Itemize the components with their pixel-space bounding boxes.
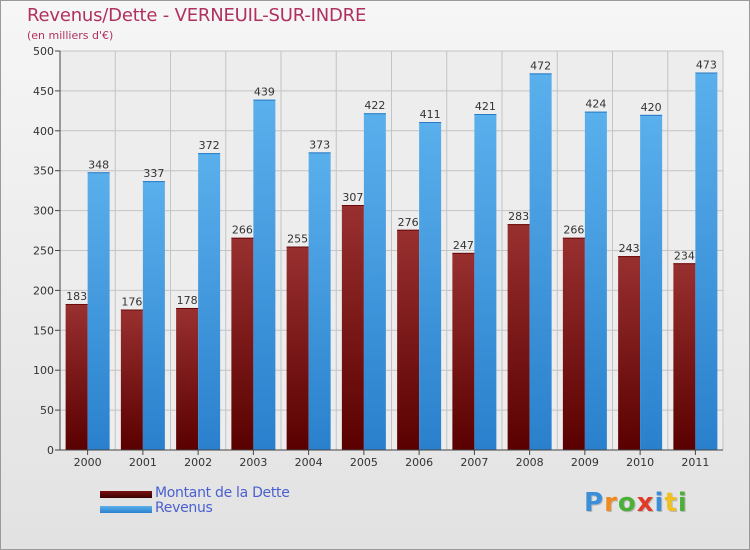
legend-swatch-revenus xyxy=(100,506,152,513)
logo-letter: i xyxy=(677,488,688,518)
logo-letter: r xyxy=(604,488,618,518)
y-tick-label: 350 xyxy=(33,165,54,178)
bar-debt xyxy=(397,229,420,450)
chart-title: Revenus/Dette - VERNEUIL-SUR-INDRE xyxy=(27,5,367,26)
data-label: 283 xyxy=(508,210,529,223)
y-tick-label: 150 xyxy=(33,324,54,337)
data-label: 247 xyxy=(453,239,474,252)
chart-subtitle: (en milliers d'€) xyxy=(27,29,114,42)
x-tick-label: 2001 xyxy=(129,456,157,469)
y-tick-label: 400 xyxy=(33,125,54,138)
x-tick-label: 2003 xyxy=(239,456,267,469)
data-label: 337 xyxy=(143,167,164,180)
data-label: 178 xyxy=(177,294,198,307)
logo-letter: o xyxy=(617,488,637,518)
bar-debt xyxy=(562,237,585,450)
x-tick-label: 2005 xyxy=(350,456,378,469)
data-label: 234 xyxy=(674,249,695,262)
logo-letter: P xyxy=(584,488,605,518)
data-label: 243 xyxy=(619,242,640,255)
legend-label-revenus: Revenus xyxy=(155,500,213,516)
y-tick-label: 50 xyxy=(40,404,54,417)
data-label: 424 xyxy=(585,98,606,111)
y-tick-label: 250 xyxy=(33,245,54,258)
x-tick-label: 2002 xyxy=(184,456,212,469)
x-tick-label: 2000 xyxy=(74,456,102,469)
x-tick-label: 2011 xyxy=(681,456,709,469)
x-tick-label: 2006 xyxy=(405,456,433,469)
bar-revenus xyxy=(529,73,552,451)
data-label: 439 xyxy=(254,86,275,99)
logo-letter: t xyxy=(664,488,678,518)
data-label: 183 xyxy=(66,290,87,303)
bar-revenus xyxy=(253,99,276,450)
y-tick-label: 0 xyxy=(47,444,54,457)
data-label: 348 xyxy=(88,158,109,171)
bar-debt xyxy=(286,246,309,450)
bar-revenus xyxy=(474,114,497,451)
y-tick-label: 300 xyxy=(33,205,54,218)
bar-revenus xyxy=(695,72,718,451)
y-tick-label: 100 xyxy=(33,364,54,377)
x-tick-label: 2008 xyxy=(516,456,544,469)
bar-revenus xyxy=(584,111,607,450)
data-label: 372 xyxy=(199,139,220,152)
data-label: 421 xyxy=(475,100,496,113)
grid xyxy=(59,50,724,451)
bar-revenus xyxy=(640,114,663,450)
y-tick-label: 450 xyxy=(33,85,54,98)
y-tick-label: 200 xyxy=(33,284,54,297)
axes: 0 50 100 150 200 250 300 350 400 450 500 2000 2001 20… xyxy=(33,45,723,469)
bar-debt xyxy=(507,224,530,450)
x-tick-label: 2010 xyxy=(626,456,654,469)
data-label: 176 xyxy=(121,296,142,309)
bar-debt xyxy=(341,205,364,450)
proxiti-logo: Proxiti xyxy=(584,488,688,518)
data-label: 307 xyxy=(342,191,363,204)
data-label: 255 xyxy=(287,233,308,246)
bar-debt xyxy=(176,307,199,450)
bar-debt xyxy=(120,309,143,450)
x-tick-label: 2007 xyxy=(460,456,488,469)
data-label: 266 xyxy=(232,224,253,237)
logo-letter: x xyxy=(636,488,655,518)
bar-debt xyxy=(231,237,254,450)
bar-debt xyxy=(618,256,641,450)
bar-debt xyxy=(452,252,475,450)
bar-debt xyxy=(673,263,696,450)
bar-revenus xyxy=(198,153,221,451)
bar-revenus xyxy=(419,122,442,450)
legend-swatch-debt xyxy=(100,491,152,498)
y-tick-label: 500 xyxy=(33,45,54,58)
logo-letter: i xyxy=(654,488,665,518)
data-label: 422 xyxy=(364,99,385,112)
data-label: 266 xyxy=(563,224,584,237)
bar-debt xyxy=(65,303,88,450)
x-tick-label: 2004 xyxy=(295,456,323,469)
legend-label-debt: Montant de la Dette xyxy=(155,485,290,501)
data-label: 472 xyxy=(530,59,551,72)
data-label: 373 xyxy=(309,138,330,151)
bar-revenus xyxy=(87,172,110,450)
data-label: 473 xyxy=(696,59,717,72)
bars xyxy=(65,72,718,451)
x-tick-label: 2009 xyxy=(571,456,599,469)
bar-revenus xyxy=(363,113,386,450)
bar-revenus xyxy=(142,181,165,450)
bar-revenus xyxy=(308,152,331,450)
data-label: 420 xyxy=(641,101,662,114)
data-label: 276 xyxy=(398,216,419,229)
data-label: 411 xyxy=(420,108,441,121)
data-labels: 183 348 176 337 178 372 266 439 255 373 307 422 276 4… xyxy=(66,59,717,309)
